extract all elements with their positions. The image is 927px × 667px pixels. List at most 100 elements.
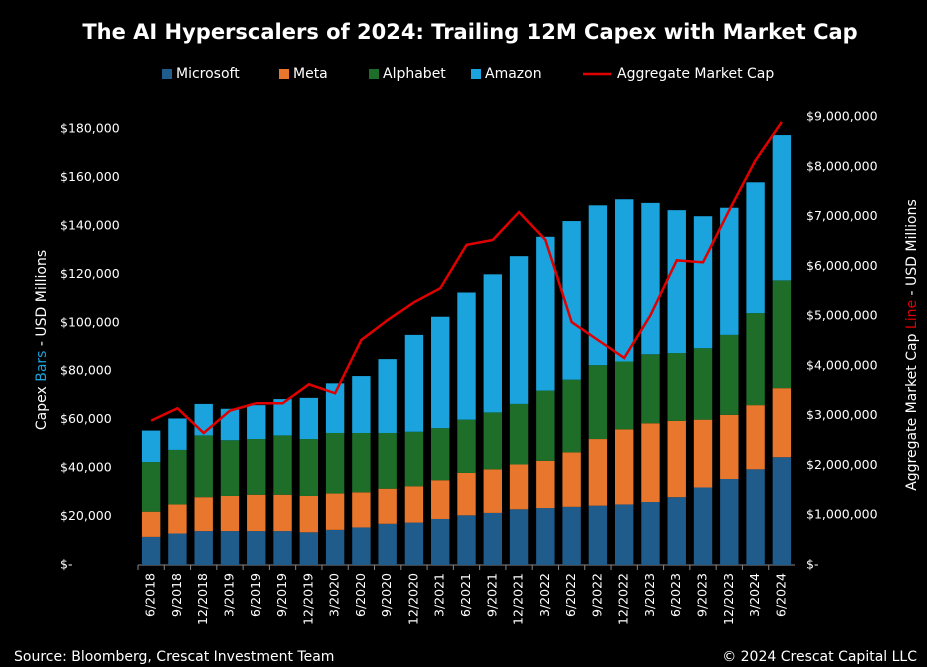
bar-segment (536, 390, 555, 461)
legend-swatch (471, 69, 481, 79)
bar-segment (614, 199, 634, 362)
bar-segment (168, 504, 187, 534)
x-tick-label: 3/2024 (747, 573, 762, 617)
bar-segment (562, 452, 581, 507)
bar-segment (378, 523, 397, 565)
bar-segment (194, 497, 213, 532)
bar-segment (746, 469, 765, 565)
y2-tick-label: $- (806, 557, 818, 572)
legend-swatch (162, 69, 172, 79)
x-tick-label: 6/2021 (458, 573, 473, 617)
legend-label: Meta (293, 66, 328, 82)
bar-segment (141, 536, 161, 565)
bar-segment (273, 531, 292, 565)
bar-segment (431, 480, 450, 519)
y-tick-label: $60,000 (60, 411, 112, 426)
bar-segment (299, 532, 319, 565)
bar-segment (772, 457, 792, 565)
y-tick-label: $- (60, 557, 72, 572)
legend-label: Amazon (485, 66, 542, 82)
y-tick-label: $100,000 (60, 314, 120, 329)
x-tick-label: 12/2022 (616, 573, 631, 625)
bar-segment (168, 533, 187, 565)
x-tick-label: 6/2022 (563, 573, 578, 617)
bar-segment (299, 495, 319, 533)
bar-segment (720, 207, 739, 335)
bar-segment (562, 379, 581, 453)
bar-segment (457, 515, 476, 565)
bar-segment (667, 497, 686, 565)
y-axis-title: Capex Bars - USD Millions (34, 250, 50, 430)
y-tick-label: $80,000 (60, 363, 112, 378)
bar-segment (509, 403, 529, 465)
bar-segment (536, 236, 555, 391)
bar-segment (141, 511, 161, 537)
bar-segment (352, 376, 371, 433)
bar-segment (247, 439, 266, 495)
x-tick-label: 6/2020 (353, 573, 368, 617)
bar-segment (772, 388, 792, 458)
bar-segment (141, 462, 161, 512)
bar-segment (772, 280, 792, 389)
line-series (150, 121, 783, 435)
bar-segment (141, 430, 161, 463)
bar-segment (720, 334, 739, 415)
x-tick-label: 9/2022 (589, 573, 604, 617)
legend-label: Alphabet (383, 66, 446, 82)
source: Source: Bloomberg, Crescat Investment Te… (14, 649, 334, 665)
y2-title-part: - USD Millions (904, 199, 920, 300)
bar-segment (273, 399, 292, 436)
y2-tick-label: $7,000,000 (806, 208, 878, 223)
bar-segment (693, 419, 713, 488)
bar-segment (457, 472, 476, 516)
bar-segment (247, 531, 266, 565)
x-tick-label: 6/2019 (248, 573, 263, 617)
x-tick-label: 9/2020 (379, 573, 394, 617)
bar-segment (536, 460, 555, 509)
bar-segment (352, 492, 371, 528)
y-title-part: Bars (34, 351, 50, 382)
bar-segment (746, 182, 765, 314)
bar-segment (693, 216, 713, 349)
y2-tick-label: $3,000,000 (806, 407, 878, 422)
bar-segment (772, 135, 792, 281)
x-tick-label: 3/2023 (642, 573, 657, 617)
x-tick-label: 9/2023 (695, 573, 710, 617)
x-tick-label: 3/2019 (221, 573, 236, 617)
y-title-part: Capex (34, 382, 50, 430)
x-tick-label: 3/2020 (327, 573, 342, 617)
bar-segment (641, 202, 660, 355)
bar-segment (273, 435, 292, 495)
x-tick-label: 9/2018 (169, 573, 184, 617)
bar-segment (693, 487, 713, 565)
bar-segment (641, 354, 660, 424)
bar-segment (220, 408, 240, 441)
bar-segment (194, 435, 213, 498)
bar-segment (483, 412, 502, 470)
legend-swatch (279, 69, 289, 79)
y-title-part: - USD Millions (34, 250, 50, 351)
y2-title-part: Aggregate Market Cap (904, 329, 920, 491)
bar-segment (325, 529, 345, 565)
bar-segment (168, 449, 187, 505)
bar-segment (378, 359, 397, 433)
y2-axis-title: Aggregate Market Cap Line - USD Millions (904, 199, 920, 491)
bar-segment (247, 405, 266, 440)
copyright: © 2024 Crescat Capital LLC (722, 649, 917, 665)
bar-segment (720, 479, 739, 565)
bar-segment (404, 431, 424, 487)
bar-segment (220, 531, 240, 565)
bar-segment (693, 348, 713, 420)
bar-segment (641, 423, 660, 503)
bar-segment (509, 256, 529, 404)
bar-segment (457, 292, 476, 420)
bar-segment (667, 420, 686, 498)
x-tick-label: 6/2023 (668, 573, 683, 617)
bar-segment (667, 210, 686, 354)
legend-swatch (369, 69, 379, 79)
bar-segment (588, 365, 608, 440)
bar-segment (299, 439, 319, 496)
bar-segment (220, 495, 240, 532)
bar-segment (404, 334, 424, 432)
